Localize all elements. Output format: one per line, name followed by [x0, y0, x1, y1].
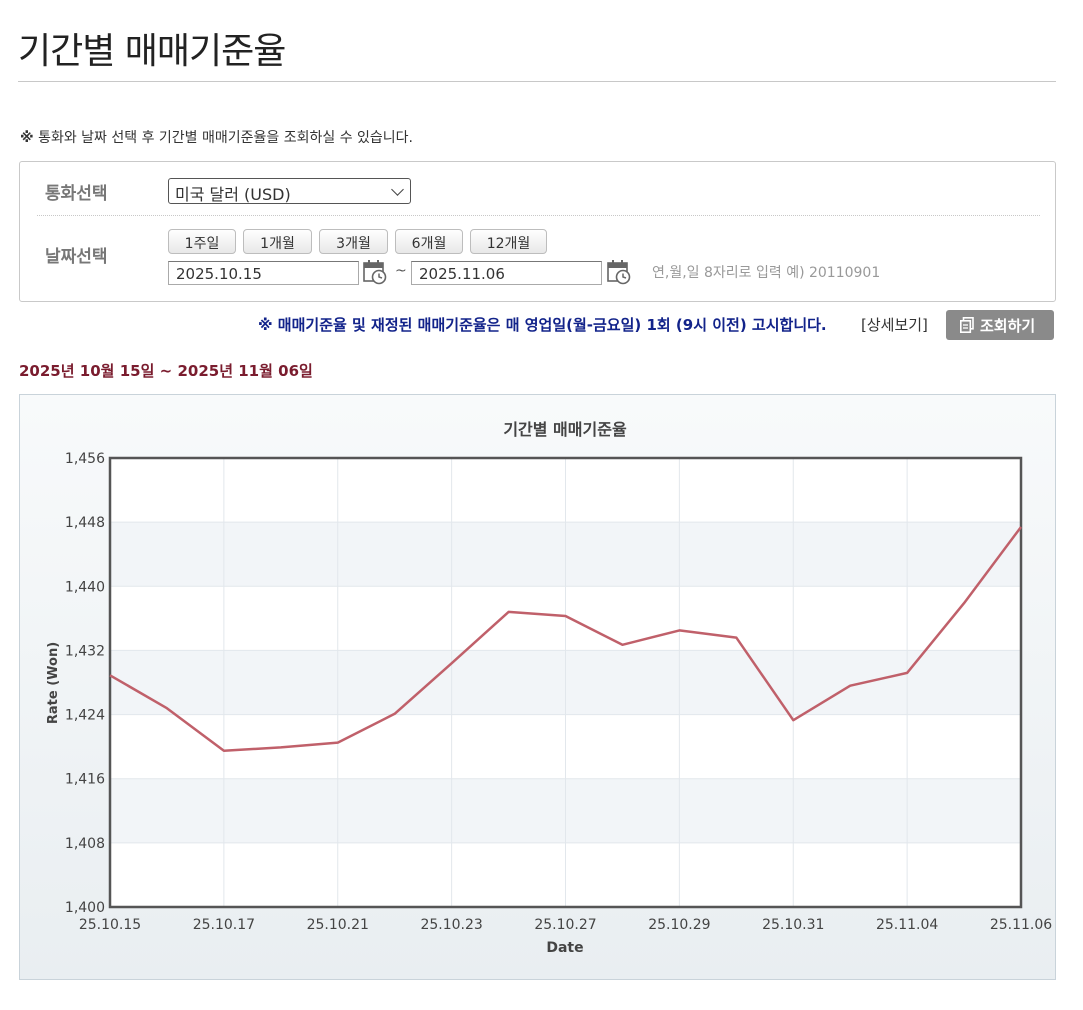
x-tick-label: 25.10.27	[534, 917, 596, 933]
date-label: 날짜선택	[45, 247, 108, 267]
x-tick-label: 25.10.15	[79, 917, 141, 933]
page-title: 기간별 매매기준율	[18, 31, 286, 72]
title-divider	[18, 81, 1056, 82]
period-button-6month[interactable]: 6개월	[395, 229, 463, 254]
y-tick-label: 1,448	[65, 515, 105, 531]
x-tick-label: 25.10.29	[648, 917, 710, 933]
y-tick-label: 1,424	[65, 708, 105, 724]
notice-mark: ※	[20, 130, 34, 146]
detail-link[interactable]: [상세보기]	[861, 316, 928, 334]
announcement: ※ 매매기준율 및 재정된 매매기준율은 매 영업일(월-금요일) 1회 (9시…	[258, 316, 827, 334]
y-axis-title: Rate (Won)	[46, 642, 61, 724]
period-button-1month[interactable]: 1개월	[243, 229, 312, 254]
x-tick-label: 25.10.17	[193, 917, 255, 933]
x-tick-label: 25.10.31	[762, 917, 824, 933]
notice-text: 통화와 날짜 선택 후 기간별 매매기준율을 조회하실 수 있습니다.	[38, 130, 414, 146]
x-tick-label: 25.11.06	[990, 917, 1052, 933]
month-unit: 월	[259, 362, 273, 380]
y-tick-label: 1,400	[65, 900, 105, 916]
date-range-separator: ~	[395, 263, 407, 279]
rate-chart-svg: 1,400 1,408 1,416 1,424 1,432 1,440 1,448 1,456…	[46, 420, 1052, 956]
search-button-label: 조회하기	[980, 317, 1036, 335]
query-range-title: 2025년 10월 15일 ~ 2025년 11월 06일	[19, 360, 313, 381]
month-unit: 월	[100, 362, 115, 380]
y-tick-label: 1,456	[65, 451, 105, 467]
range-start-day: 15	[119, 362, 141, 380]
document-icon	[960, 317, 974, 333]
notice: ※ 통화와 날짜 선택 후 기간별 매매기준율을 조회하실 수 있습니다.	[20, 127, 413, 147]
chart-title: 기간별 매매기준율	[503, 420, 627, 439]
calendar-clock-icon[interactable]	[607, 259, 631, 285]
date-format-hint: 연,월,일 8자리로 입력 예) 20110901	[652, 265, 881, 281]
chevron-down-icon	[391, 183, 404, 196]
day-unit: 일	[299, 362, 313, 380]
range-end-year: 2025	[177, 362, 220, 380]
x-tick-label: 25.10.21	[307, 917, 369, 933]
currency-select-value: 미국 달러 (USD)	[175, 185, 291, 204]
x-tick-label: 25.11.04	[876, 917, 938, 933]
x-tick-label: 25.10.23	[420, 917, 482, 933]
range-end-month: 11	[238, 362, 260, 380]
y-tick-label: 1,440	[65, 579, 105, 595]
start-date-input[interactable]: 2025.10.15	[168, 261, 359, 285]
end-date-input[interactable]: 2025.11.06	[411, 261, 602, 285]
period-button-3month[interactable]: 3개월	[319, 229, 388, 254]
search-button[interactable]: 조회하기	[946, 310, 1054, 340]
search-form: 통화선택 미국 달러 (USD) 날짜선택 1주일 1개월 3개월 6개월 12…	[19, 161, 1056, 302]
range-end-day: 06	[278, 362, 300, 380]
calendar-clock-icon[interactable]	[363, 259, 387, 285]
y-tick-label: 1,408	[65, 836, 105, 852]
range-start-month: 10	[79, 362, 101, 380]
plot-frame	[108, 456, 1023, 909]
row-divider	[37, 215, 1040, 216]
currency-label: 통화선택	[45, 184, 108, 204]
x-axis-title: Date	[546, 940, 583, 956]
range-separator: ~	[159, 362, 173, 380]
currency-select[interactable]: 미국 달러 (USD)	[168, 178, 411, 204]
year-unit: 년	[60, 362, 75, 380]
period-button-1week[interactable]: 1주일	[168, 229, 236, 254]
y-tick-label: 1,416	[65, 772, 105, 788]
rate-chart: 1,400 1,408 1,416 1,424 1,432 1,440 1,448 1,456…	[19, 394, 1056, 980]
day-unit: 일	[140, 362, 155, 380]
y-tick-label: 1,432	[65, 643, 105, 659]
period-button-12month[interactable]: 12개월	[470, 229, 547, 254]
range-start-year: 2025	[19, 362, 61, 380]
series-line	[109, 526, 1023, 752]
year-unit: 년	[219, 362, 234, 380]
